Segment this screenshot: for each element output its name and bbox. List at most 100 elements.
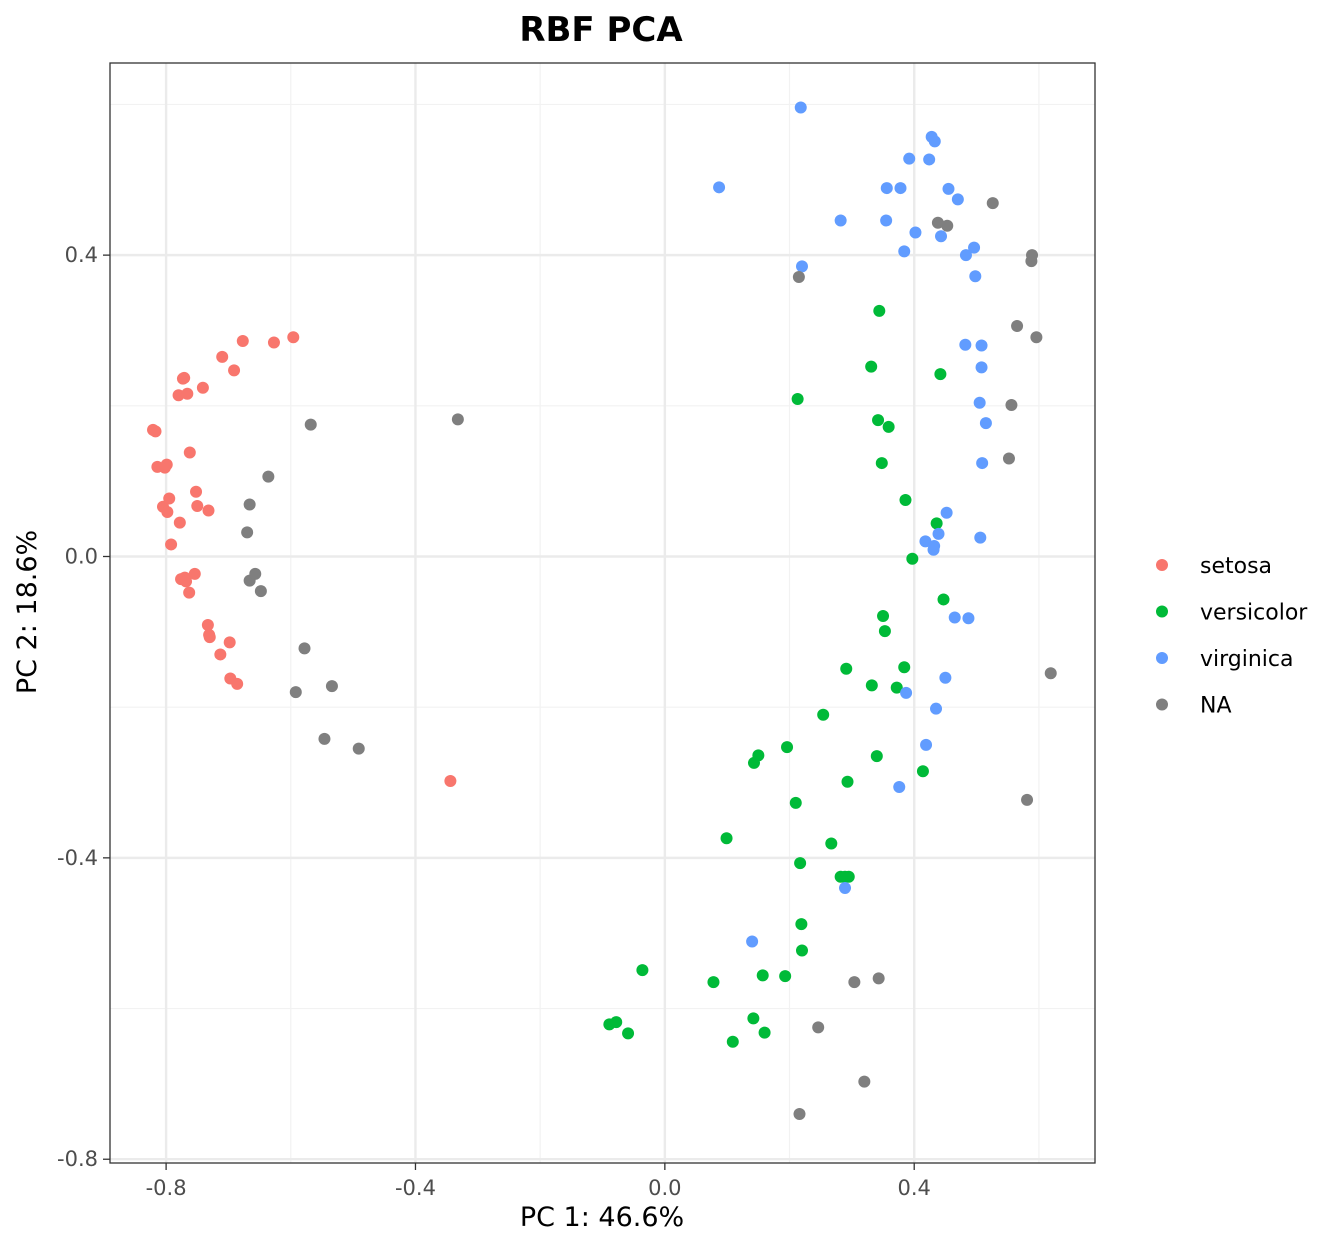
point-virginica — [948, 611, 961, 624]
point-versicolor — [707, 976, 720, 989]
point-na — [304, 418, 317, 431]
point-versicolor — [842, 870, 855, 883]
point-na — [249, 567, 262, 580]
legend-key-virginica — [1156, 652, 1168, 664]
point-versicolor — [720, 832, 733, 845]
point-versicolor — [795, 944, 808, 957]
point-versicolor — [789, 796, 802, 809]
point-virginica — [968, 241, 981, 254]
point-na — [298, 642, 311, 655]
point-virginica — [942, 182, 955, 195]
legend-key-na — [1156, 698, 1168, 711]
point-virginica — [928, 135, 941, 148]
point-virginica — [909, 226, 922, 239]
point-versicolor — [756, 969, 769, 982]
point-na — [243, 498, 256, 511]
point-versicolor — [934, 368, 947, 381]
point-versicolor — [794, 857, 807, 870]
point-na — [931, 216, 944, 229]
point-versicolor — [781, 741, 794, 754]
point-na — [289, 686, 302, 699]
point-virginica — [920, 738, 933, 751]
point-setosa — [202, 504, 215, 517]
point-na — [451, 413, 464, 426]
point-versicolor — [610, 1016, 623, 1029]
point-versicolor — [872, 414, 885, 427]
point-setosa — [165, 538, 178, 551]
point-setosa — [203, 631, 216, 644]
point-versicolor — [899, 493, 912, 506]
point-setosa — [191, 500, 204, 513]
point-virginica — [973, 396, 986, 409]
point-virginica — [795, 260, 808, 273]
point-virginica — [975, 339, 988, 352]
point-setosa — [223, 636, 236, 649]
point-versicolor — [726, 1035, 739, 1048]
point-versicolor — [882, 420, 895, 433]
point-virginica — [794, 101, 807, 114]
point-versicolor — [758, 1026, 771, 1039]
point-setosa — [216, 350, 229, 363]
point-virginica — [893, 781, 906, 794]
point-na — [241, 526, 254, 539]
point-versicolor — [795, 918, 808, 931]
point-virginica — [935, 230, 948, 243]
point-versicolor — [841, 775, 854, 788]
point-setosa — [267, 336, 280, 349]
point-setosa — [163, 492, 176, 505]
point-virginica — [939, 671, 952, 684]
y-axis: -0.8 -0.4 0.0 0.4 — [57, 243, 110, 1171]
point-virginica — [932, 527, 945, 540]
point-setosa — [161, 506, 174, 519]
point-setosa — [228, 364, 241, 377]
point-versicolor — [747, 1012, 760, 1025]
point-na — [1011, 319, 1024, 332]
point-setosa — [149, 425, 162, 438]
point-virginica — [713, 181, 726, 194]
point-virginica — [834, 214, 847, 227]
point-setosa — [180, 575, 193, 588]
point-versicolor — [865, 679, 878, 692]
legend-key-versicolor — [1156, 605, 1168, 618]
point-virginica — [894, 182, 907, 195]
point-virginica — [923, 153, 936, 166]
point-versicolor — [877, 610, 890, 623]
point-na — [1021, 793, 1034, 806]
point-setosa — [181, 387, 194, 400]
x-tick-label: 0.4 — [898, 1176, 931, 1200]
point-virginica — [962, 612, 975, 625]
minor-gridlines — [110, 63, 1095, 1163]
legend-label-na: NA — [1200, 694, 1232, 719]
point-na — [1002, 452, 1015, 465]
point-setosa — [287, 331, 300, 344]
point-setosa — [178, 371, 191, 384]
point-virginica — [969, 270, 982, 283]
point-virginica — [979, 417, 992, 430]
point-na — [254, 585, 267, 598]
y-tick-label: -0.8 — [57, 1147, 98, 1171]
legend-label-setosa: setosa — [1200, 554, 1272, 579]
point-setosa — [190, 485, 203, 498]
point-na — [318, 732, 331, 745]
point-setosa — [173, 516, 186, 529]
point-versicolor — [636, 964, 649, 977]
point-na — [352, 742, 365, 755]
point-versicolor — [906, 552, 919, 565]
x-tick-label: 0.0 — [648, 1176, 681, 1200]
y-tick-label: -0.4 — [57, 846, 98, 870]
point-setosa — [196, 381, 209, 394]
point-virginica — [976, 457, 989, 470]
point-virginica — [974, 531, 987, 544]
point-versicolor — [890, 681, 903, 694]
point-versicolor — [930, 517, 943, 530]
legend-key-setosa — [1156, 559, 1168, 571]
point-versicolor — [817, 708, 830, 721]
point-versicolor — [840, 662, 853, 675]
point-versicolor — [870, 750, 883, 763]
plot-panel — [109, 62, 1096, 1164]
y-axis-title: PC 2: 18.6% — [12, 530, 43, 694]
point-na — [1030, 331, 1043, 344]
point-setosa — [231, 677, 244, 690]
point-versicolor — [791, 393, 804, 406]
x-axis: -0.8 -0.4 0.0 0.4 — [146, 1163, 931, 1200]
